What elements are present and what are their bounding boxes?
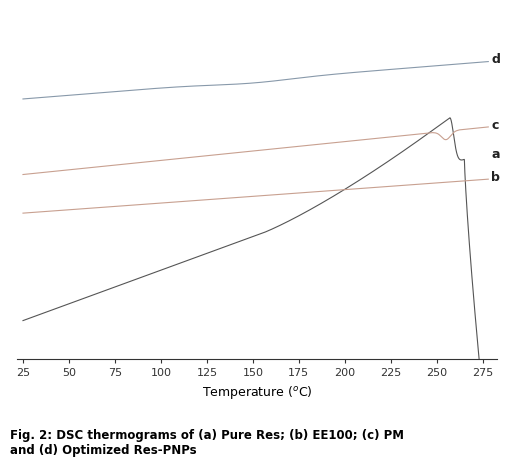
Text: Fig. 2: DSC thermograms of (a) Pure Res; (b) EE100; (c) PM
and (d) Optimized Res: Fig. 2: DSC thermograms of (a) Pure Res;…	[10, 429, 405, 457]
Text: b: b	[491, 171, 500, 184]
Text: c: c	[491, 119, 498, 132]
X-axis label: Temperature ($^{o}$C): Temperature ($^{o}$C)	[202, 384, 313, 401]
Text: d: d	[491, 54, 500, 67]
Text: a: a	[491, 148, 499, 161]
